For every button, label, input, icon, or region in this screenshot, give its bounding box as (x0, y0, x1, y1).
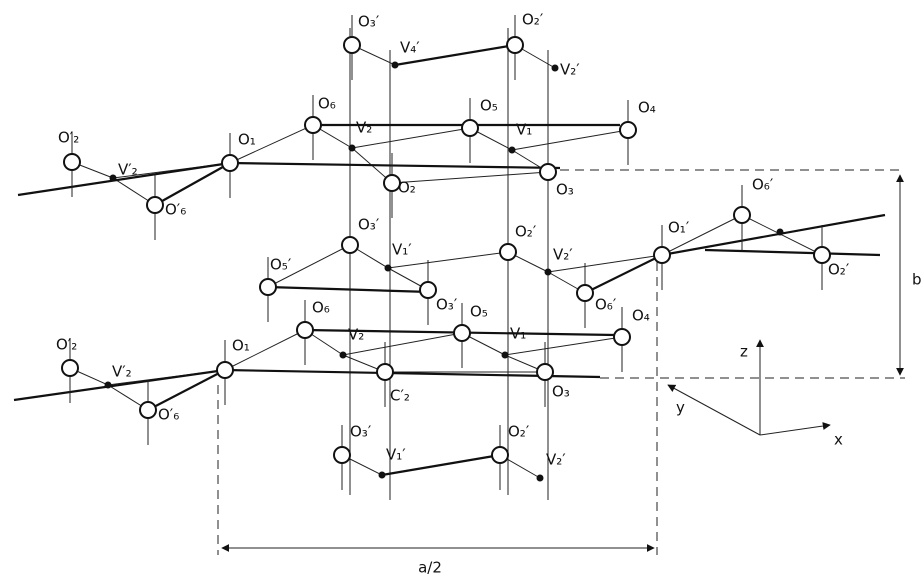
atom-label: O₁ (238, 131, 256, 149)
structure-diagram: b z y x a/2 O₃′ V₄′ O₂′ V₂′ O′₂ V′₂ O′₆ O₁ O₆ V₂ O… (0, 0, 921, 579)
atom-label: V₁′ (392, 241, 412, 259)
oxygen-atom (64, 154, 80, 170)
oxygen-atom (540, 164, 556, 180)
atom-label: O₂′ (508, 423, 530, 441)
atom-label: V₂′ (553, 246, 573, 264)
vanadium-atom (502, 352, 509, 359)
atom-label: V₁ (516, 121, 532, 139)
vanadium-atom (509, 147, 516, 154)
axis-label: b (912, 271, 921, 289)
oxygen-atom (654, 247, 670, 263)
atom-label: O₆′ (752, 176, 774, 194)
atom-label: O₅ (470, 303, 488, 321)
oxygen-atom (305, 117, 321, 133)
vanadium-atom (537, 475, 544, 482)
vanadium-atom (552, 65, 559, 72)
atom-label: O′₆ (158, 406, 179, 424)
oxygen-atom (217, 362, 233, 378)
atom-label: O₆ (318, 95, 336, 113)
atom-label: V₄′ (400, 39, 420, 57)
atom-label: O′₂ (56, 336, 77, 354)
oxygen-atom (222, 155, 238, 171)
oxygen-atom (420, 282, 436, 298)
atom-label: O₃′ (358, 13, 380, 31)
oxygen-atom (507, 37, 523, 53)
atom-label: O₁′ (668, 219, 690, 237)
atom-label: O′₆ (165, 201, 186, 219)
oxygen-atom (147, 197, 163, 213)
oxygen-atom (140, 402, 156, 418)
oxygen-atom (620, 122, 636, 138)
atom-label: V₂′ (560, 61, 580, 79)
vanadium-atom (379, 472, 386, 479)
atom-label: O₅′ (270, 256, 292, 274)
axis-label: a/2 (418, 559, 442, 577)
bond (742, 215, 822, 255)
bonds (14, 15, 905, 555)
vanadium-atom (110, 175, 117, 182)
atom-label: O₃′ (350, 423, 372, 441)
atom-label: O₂′ (515, 223, 537, 241)
atom-label: V₁′ (386, 446, 406, 464)
oxygen-atom (577, 285, 593, 301)
atom-label: O₂ (398, 179, 416, 197)
atom-label: O′₂ (58, 129, 79, 147)
atom-label: O₆ (312, 299, 330, 317)
oxygen-atom (734, 207, 750, 223)
atom-label: C′₂ (390, 387, 410, 405)
atom-label: V₂ (356, 119, 372, 137)
oxygen-atom (342, 237, 358, 253)
vanadium-atom (392, 62, 399, 69)
oxygen-atom (260, 279, 276, 295)
atom-label: V′₂ (118, 161, 138, 179)
atom-label: O₆′ (595, 296, 617, 314)
bond (705, 250, 880, 255)
oxygen-atom (454, 325, 470, 341)
oxygen-atom (62, 360, 78, 376)
atom-label: O₄ (632, 307, 650, 325)
vanadium-atom (545, 269, 552, 276)
oxygen-atom (500, 244, 516, 260)
atom-label: O₂′ (522, 11, 544, 29)
atom-label: V′₂ (112, 363, 132, 381)
oxygen-atom (344, 37, 360, 53)
oxygen-atom (334, 447, 350, 463)
axis-label: z (740, 343, 748, 361)
atom-label: V₂′ (546, 451, 566, 469)
atom-label: O₂′ (828, 261, 850, 279)
atom-label: V₂ (348, 326, 364, 344)
bond (662, 215, 885, 255)
bond (268, 287, 430, 292)
oxygen-atom (492, 447, 508, 463)
oxygen-atom (537, 364, 553, 380)
atom-label: O₅ (480, 97, 498, 115)
axis-label: y (676, 399, 685, 417)
vanadium-atom (105, 382, 112, 389)
atom-label: O₃ (556, 181, 574, 199)
atom-label: O₃ (552, 383, 570, 401)
axis-label: x (834, 431, 843, 449)
atom-label: O₃′ (358, 216, 380, 234)
oxygen-atom (614, 329, 630, 345)
atom-label: V₁ (510, 325, 526, 343)
oxygen-atom (377, 364, 393, 380)
vanadium-atom (777, 229, 784, 236)
atom-label: O₄ (638, 99, 656, 117)
atom-label: O₁ (232, 337, 250, 355)
atom-label: O₃′ (436, 296, 458, 314)
bond (230, 163, 560, 168)
oxygen-atom (462, 120, 478, 136)
vanadium-atom (349, 145, 356, 152)
vanadium-atom (340, 352, 347, 359)
oxygen-atom (297, 322, 313, 338)
vanadium-atom (385, 265, 392, 272)
